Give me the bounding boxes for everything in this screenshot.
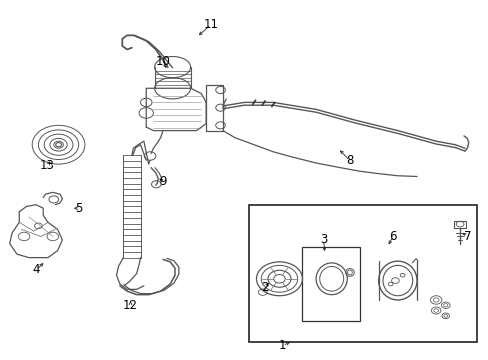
Text: 11: 11	[203, 18, 218, 31]
Text: 12: 12	[122, 299, 138, 312]
Text: 1: 1	[279, 339, 286, 352]
Text: 8: 8	[346, 154, 353, 167]
Text: 7: 7	[463, 230, 470, 243]
Text: 9: 9	[159, 175, 166, 188]
Text: 4: 4	[32, 264, 40, 276]
Text: 10: 10	[155, 55, 170, 68]
Text: 2: 2	[261, 281, 268, 294]
Bar	[249, 205, 476, 342]
Text: 6: 6	[388, 230, 396, 243]
Text: 3: 3	[319, 234, 326, 247]
Text: 5: 5	[75, 202, 82, 215]
Bar	[302, 247, 359, 321]
Text: 13: 13	[40, 159, 54, 172]
